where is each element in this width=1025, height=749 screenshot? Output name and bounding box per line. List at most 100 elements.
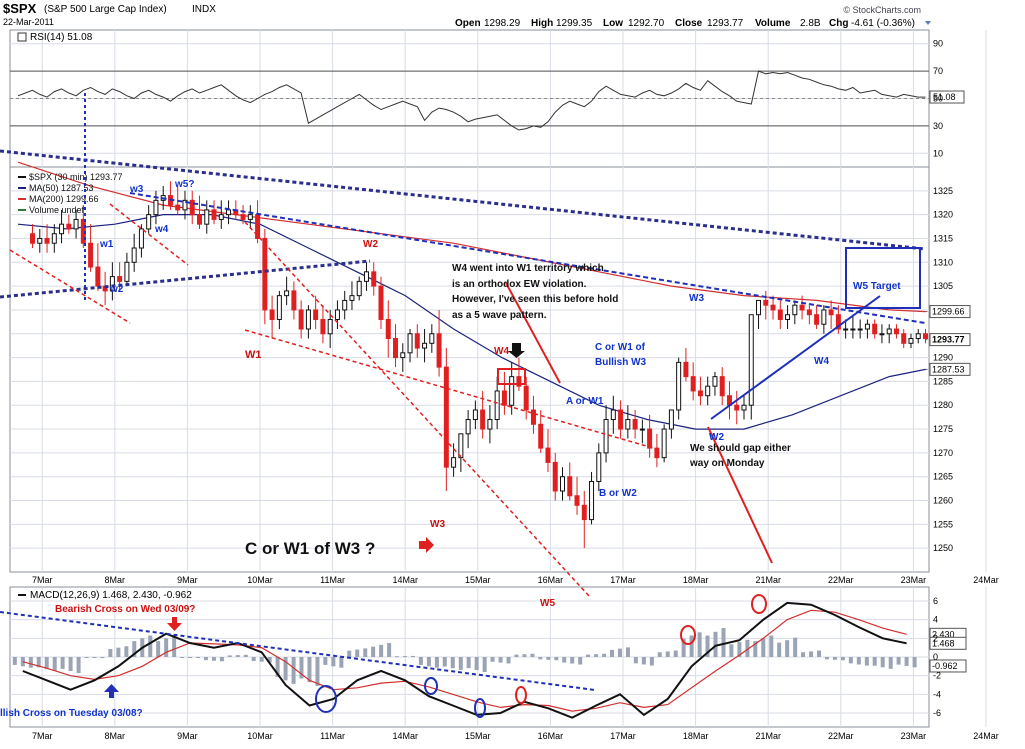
rsi-layer: 51.08 <box>17 32 965 131</box>
macd-histogram-bar <box>219 657 224 662</box>
label-w2-blue: W2 <box>709 432 724 443</box>
macd-value-tag-label: 1.468 <box>932 638 955 648</box>
rsi-y-tick: 90 <box>933 39 943 49</box>
grid-layer <box>10 30 987 727</box>
chevron-down-icon[interactable] <box>925 21 931 25</box>
candle-body <box>342 299 348 311</box>
macd-histogram-bar <box>840 657 845 661</box>
x-tick-label-price: 14Mar <box>392 575 418 585</box>
macd-histogram-bar <box>458 657 463 670</box>
macd-circle-5 <box>680 625 696 645</box>
macd-value-tag-label: -0.962 <box>932 661 958 671</box>
chg-label: Chg <box>829 18 848 29</box>
low-value: 1292.70 <box>628 18 665 29</box>
macd-histogram-bar <box>172 635 177 657</box>
macd-histogram-bar <box>617 648 622 657</box>
candle-body <box>472 409 478 421</box>
candle-body <box>712 376 718 387</box>
source-credit: © StockCharts.com <box>843 5 921 15</box>
macd-histogram-bar <box>60 657 65 669</box>
macd-histogram-bar <box>490 657 495 662</box>
candle-body <box>596 452 602 482</box>
candle-body <box>334 309 340 320</box>
symbol: $SPX <box>3 1 37 16</box>
macd-histogram-bar <box>108 649 113 657</box>
label-b-or-w2: B or W2 <box>599 488 637 499</box>
label-c-or-w1: C or W1 of <box>595 342 646 353</box>
candle-body <box>349 295 355 301</box>
price-y-tick: 1265 <box>933 472 953 482</box>
volume-value: 2.8B <box>800 18 821 29</box>
macd-histogram-bar <box>418 657 423 665</box>
candle-body <box>857 328 863 331</box>
macd-histogram-bar <box>307 657 312 683</box>
x-tick-label-price: 11Mar <box>320 575 345 585</box>
price-y-tick: 1325 <box>933 186 953 196</box>
x-tick-label-macd: 22Mar <box>828 731 854 741</box>
open-value: 1298.29 <box>484 18 521 29</box>
macd-histogram-bar <box>363 648 368 657</box>
candle-body <box>37 237 43 244</box>
x-tick-label-macd: 21Mar <box>755 731 781 741</box>
candle-body <box>211 209 217 220</box>
macd-histogram-bar <box>315 657 320 686</box>
macd-histogram-bar <box>705 635 710 657</box>
macd-histogram-bar <box>745 639 750 657</box>
candle-body <box>683 361 689 378</box>
candle-body <box>618 409 624 430</box>
candle-body <box>240 214 246 220</box>
label-w4-small: w4 <box>154 224 169 235</box>
x-tick-label-macd: 11Mar <box>320 731 345 741</box>
candle-body <box>821 309 827 325</box>
candle-body <box>95 266 101 287</box>
macd-histogram-bar <box>753 641 758 657</box>
candle-body <box>138 228 144 249</box>
close-label: Close <box>675 18 703 29</box>
candle-body <box>734 404 740 411</box>
macd-histogram-bar <box>697 632 702 657</box>
candle-body <box>226 209 232 216</box>
macd-histogram-bar <box>817 650 822 657</box>
macd-y-tick: 4 <box>933 615 938 625</box>
x-tick-label-macd: 24Mar <box>973 731 999 741</box>
candle-body <box>378 285 384 320</box>
macd-histogram-bar <box>657 652 662 657</box>
macd-y-tick: -6 <box>933 708 941 718</box>
exchange: INDX <box>192 4 216 15</box>
candle-body <box>385 318 391 340</box>
x-tick-label-price: 23Mar <box>901 575 927 585</box>
macd-histogram-bar <box>355 649 360 657</box>
high-value: 1299.35 <box>556 18 593 29</box>
arrow-right-icon <box>419 537 434 553</box>
ew-note-line-2: is an orthodox EW violation. <box>452 279 587 290</box>
macd-histogram-bar <box>164 638 169 657</box>
macd-histogram-bar <box>625 647 630 657</box>
candle-body <box>915 333 921 340</box>
candle-body <box>458 433 464 459</box>
x-tick-label-macd: 18Mar <box>683 731 709 741</box>
macd-histogram-bar <box>395 656 400 658</box>
candle-body <box>124 261 130 282</box>
close-value: 1293.77 <box>707 18 744 29</box>
label-w4-blue: W4 <box>814 356 829 367</box>
macd-y-tick: 0 <box>933 652 938 662</box>
low-label: Low <box>603 18 623 29</box>
macd-histogram-bar <box>506 657 511 664</box>
macd-histogram-bar <box>331 657 336 667</box>
candle-body <box>530 409 536 425</box>
label-a-or-w1: A or W1 <box>566 396 604 407</box>
legend-entry: MA(50) 1287.53 <box>29 183 94 193</box>
macd-histogram-bar <box>633 657 638 664</box>
macd-histogram-bar <box>339 657 344 668</box>
legend-entry: MA(200) 1299.66 <box>29 194 99 204</box>
price-y-tick: 1260 <box>933 496 953 506</box>
trend-line-blue-solid <box>710 295 881 420</box>
candle-body <box>451 457 457 468</box>
rsi-line <box>17 70 926 131</box>
candle-body <box>603 419 609 454</box>
macd-histogram-bar <box>785 640 790 657</box>
candle-body <box>741 404 747 411</box>
price-tag <box>929 305 971 319</box>
macd-histogram-bar <box>594 654 599 657</box>
candle-body <box>51 233 57 244</box>
